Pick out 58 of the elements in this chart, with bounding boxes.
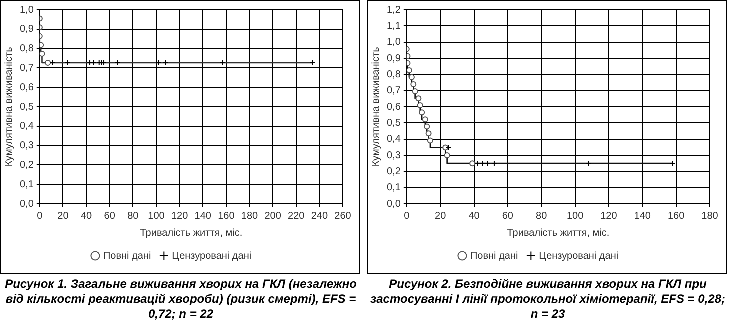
x-tick-label: 100 (566, 210, 584, 222)
x-tick-label: 20 (58, 210, 70, 222)
x-tick-label: 180 (702, 210, 719, 222)
x-tick-label: 60 (104, 210, 116, 222)
x-tick-label: 260 (334, 210, 352, 222)
legend-label: Цензуровані дані (172, 250, 252, 262)
text: Рисунок 2. Безподійне виживання хворих на ГКЛ при застосуванні І лінії протокольної хіміотерапії, EFS = 0,28; n = 23 (370, 277, 726, 322)
y-tick-label: 0,3 (386, 150, 402, 162)
legend-label: Цензуровані дані (539, 250, 619, 262)
y-axis-title: Кумулятивна виживаність (370, 47, 382, 167)
x-tick-label: 200 (264, 210, 282, 222)
x-tick-label: 20 (435, 210, 447, 222)
x-tick-label: 100 (148, 210, 166, 222)
x-tick-label: 0 (37, 210, 44, 222)
y-tick-label: 0,8 (20, 44, 34, 55)
y-tick-label: 0,3 (20, 140, 34, 152)
x-tick-label: 140 (194, 210, 212, 222)
y-tick-label: 0,7 (20, 62, 34, 74)
legend-label: Повні дані (470, 250, 518, 262)
x-tick-label: 40 (468, 210, 480, 222)
y-tick-label: 0,5 (386, 118, 402, 129)
legend-label: Повні дані (103, 250, 152, 262)
y-tick-label: 0,2 (386, 166, 402, 178)
text: Рисунок 1. Загальне виживання хворих на ГКЛ (незалежно від кількості реактивацій хвороби) (ризик смерті), EFS = 0,72; n = 22 (4, 277, 358, 322)
y-tick-label: 0,5 (20, 102, 34, 113)
x-tick-label: 120 (171, 210, 189, 222)
x-tick-label: 40 (80, 210, 93, 222)
x-tick-label: 240 (311, 210, 328, 222)
y-tick-label: 1,0 (20, 4, 34, 16)
x-tick-label: 140 (634, 210, 652, 222)
y-tick-label: 0,8 (386, 69, 402, 80)
y-tick-label: 0,0 (20, 198, 34, 210)
y-tick-label: 1,0 (386, 37, 402, 48)
x-tick-label: 120 (600, 210, 618, 222)
x-tick-label: 220 (288, 210, 306, 222)
y-tick-label: 0,4 (20, 121, 34, 132)
y-tick-label: 0,6 (20, 82, 34, 94)
x-tick-label: 160 (218, 210, 236, 222)
y-tick-label: 0,2 (20, 160, 34, 171)
y-tick-label: 0,9 (386, 53, 402, 64)
x-tick-label: 160 (668, 210, 686, 222)
y-axis-title: Кумулятивна виживаність (4, 47, 15, 167)
x-tick-label: 80 (128, 210, 140, 222)
x-axis-title: Тривалість життя, міс. (140, 228, 243, 239)
y-tick-label: 0,6 (386, 102, 402, 113)
x-tick-label: 180 (241, 210, 259, 222)
y-tick-label: 0,1 (20, 179, 34, 190)
x-tick-label: 0 (404, 210, 410, 222)
y-tick-label: 0,1 (386, 182, 402, 194)
y-tick-label: 0,4 (386, 134, 402, 146)
x-axis-title: Тривалість життя, міс. (507, 228, 610, 239)
y-tick-label: 1,2 (386, 4, 402, 16)
x-tick-label: 60 (502, 210, 514, 222)
y-tick-label: 0,9 (20, 24, 34, 36)
x-tick-label: 80 (536, 210, 548, 222)
y-tick-label: 0,7 (386, 86, 402, 97)
y-tick-label: 0,0 (386, 198, 402, 210)
y-tick-label: 1,1 (386, 20, 402, 32)
